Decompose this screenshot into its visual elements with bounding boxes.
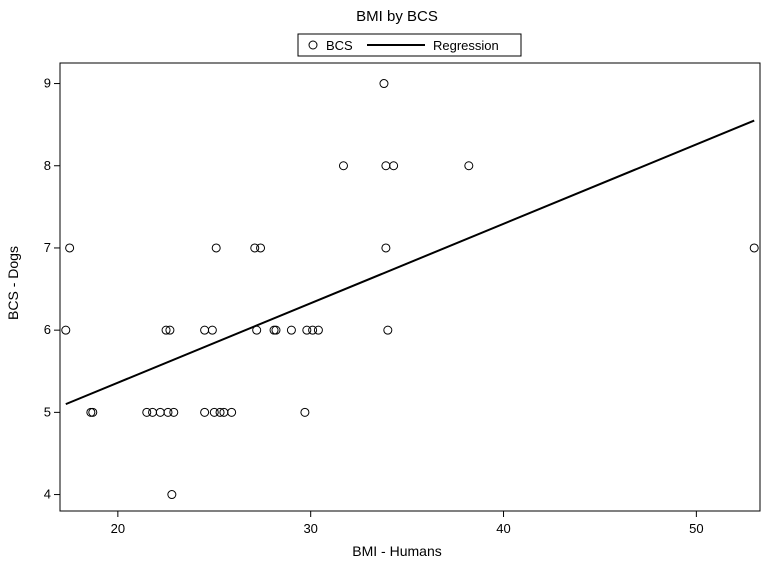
legend-label-regression: Regression bbox=[433, 38, 499, 53]
scatter-point bbox=[200, 407, 210, 417]
scatter-point bbox=[165, 325, 175, 335]
y-tick-label: 7 bbox=[44, 240, 51, 255]
y-tick-label: 4 bbox=[44, 487, 51, 502]
scatter-point bbox=[207, 325, 217, 335]
legend-label-bcs: BCS bbox=[326, 38, 353, 53]
y-tick-label: 5 bbox=[44, 404, 51, 419]
scatter-point bbox=[308, 325, 318, 335]
scatter-point bbox=[464, 161, 474, 171]
x-axis-title: BMI - Humans bbox=[352, 543, 441, 559]
x-tick-label: 20 bbox=[111, 521, 125, 536]
x-tick-label: 50 bbox=[689, 521, 703, 536]
scatter-point bbox=[65, 243, 75, 253]
legend: BCS Regression bbox=[297, 33, 522, 57]
scatter-point bbox=[300, 407, 310, 417]
scatter-point bbox=[167, 490, 177, 500]
scatter-point bbox=[86, 407, 96, 417]
x-tick-label: 30 bbox=[303, 521, 317, 536]
scatter-point bbox=[379, 79, 389, 89]
plot-area bbox=[59, 62, 761, 512]
scatter-point bbox=[389, 161, 399, 171]
scatter-point bbox=[161, 325, 171, 335]
y-axis: 4 5 6 7 8 9 bbox=[44, 76, 60, 502]
scatter-point bbox=[209, 407, 219, 417]
y-tick-label: 8 bbox=[44, 158, 51, 173]
scatter-point bbox=[250, 243, 260, 253]
scatter-point bbox=[302, 325, 312, 335]
scatter-point bbox=[271, 325, 281, 335]
scatter-point bbox=[383, 325, 393, 335]
regression-line bbox=[65, 119, 755, 406]
scatter-point bbox=[227, 407, 237, 417]
scatter-point bbox=[256, 243, 266, 253]
scatter-point bbox=[61, 325, 71, 335]
scatter-point bbox=[749, 243, 759, 253]
chart-title: BMI by BCS bbox=[356, 8, 438, 25]
regression-line-group bbox=[65, 119, 755, 406]
scatter-point bbox=[211, 243, 221, 253]
scatter-point bbox=[338, 161, 348, 171]
scatter-point bbox=[381, 161, 391, 171]
scatter-point bbox=[381, 243, 391, 253]
scatter-points bbox=[61, 79, 759, 500]
scatter-point bbox=[148, 407, 158, 417]
legend-marker-bcs bbox=[308, 40, 318, 50]
x-axis: 20 30 40 50 bbox=[111, 511, 704, 536]
y-tick-label: 6 bbox=[44, 322, 51, 337]
scatter-point bbox=[269, 325, 279, 335]
scatter-point bbox=[200, 325, 210, 335]
scatter-point bbox=[215, 407, 225, 417]
x-tick-label: 40 bbox=[496, 521, 510, 536]
y-axis-title: BCS - Dogs bbox=[5, 246, 21, 320]
scatter-point bbox=[169, 407, 179, 417]
scatter-point bbox=[163, 407, 173, 417]
scatter-point bbox=[88, 407, 98, 417]
y-tick-label: 9 bbox=[44, 76, 51, 91]
scatter-point bbox=[313, 325, 323, 335]
scatter-point bbox=[286, 325, 296, 335]
scatter-point bbox=[142, 407, 152, 417]
scatter-point bbox=[155, 407, 165, 417]
